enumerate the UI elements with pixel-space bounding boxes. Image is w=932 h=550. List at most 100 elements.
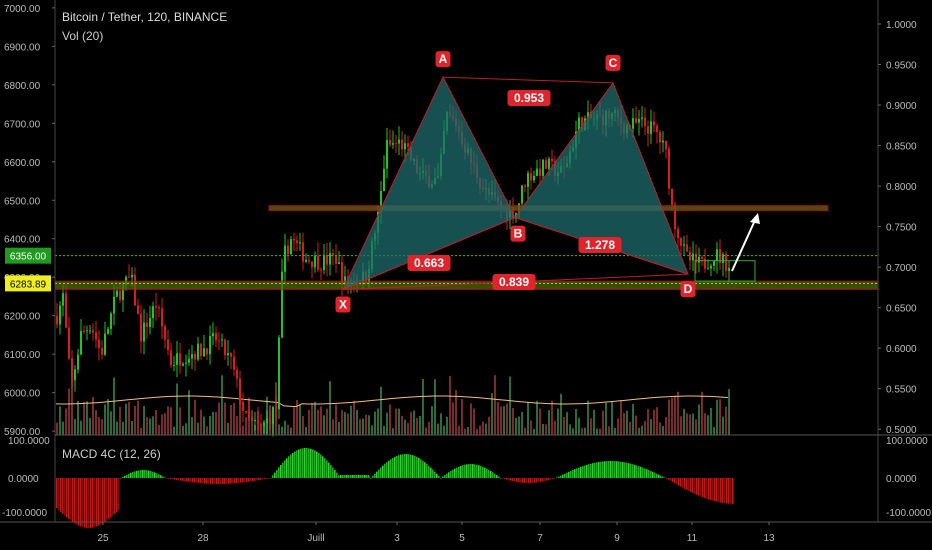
macd-bar [224, 478, 226, 484]
candle-body [242, 401, 244, 411]
macd-bar [104, 478, 106, 523]
macd-tick-label: -100.0000 [886, 508, 931, 519]
macd-bar [250, 478, 252, 482]
price-tick-label: 6400.00 [4, 235, 41, 246]
candle-body [341, 262, 343, 285]
macd-bar [466, 464, 468, 478]
candle-body [134, 274, 136, 306]
macd-bar [344, 475, 346, 478]
macd-bar [154, 472, 156, 478]
candle-body [272, 407, 274, 425]
candle-body [386, 139, 388, 169]
macd-bar [578, 467, 580, 478]
volume-bar [206, 426, 208, 435]
candle-body [152, 306, 154, 319]
macd-bar [638, 466, 640, 478]
macd-bar [158, 474, 160, 478]
volume-bar [500, 406, 502, 435]
macd-bar [492, 472, 494, 478]
macd-bar [342, 475, 344, 478]
macd-bar [730, 478, 732, 504]
macd-bar [166, 478, 168, 479]
volume-bar [680, 416, 682, 435]
volume-bar [452, 402, 454, 435]
macd-bar [376, 471, 378, 478]
macd-bar [378, 469, 380, 478]
volume-bar [122, 421, 124, 435]
volume-bar [299, 404, 301, 435]
macd-bar [312, 449, 314, 478]
volume-bar [188, 390, 190, 435]
macd-bar [444, 475, 446, 478]
macd-bar [548, 478, 550, 480]
volume-bar [191, 417, 193, 435]
macd-bar [462, 465, 464, 478]
macd-bar [694, 478, 696, 494]
volume-bar [707, 415, 709, 435]
macd-tick-label: 0.0000 [886, 474, 917, 485]
volume-bar [530, 420, 532, 435]
macd-bar [170, 478, 172, 479]
candle-body [587, 112, 589, 119]
volume-bar [104, 404, 106, 435]
volume-bar [722, 416, 724, 435]
macd-bar [690, 478, 692, 492]
macd-bar [554, 478, 556, 479]
macd-bar [418, 457, 420, 478]
candle-body [143, 322, 145, 342]
macd-bar [394, 456, 396, 478]
macd-bar [524, 478, 526, 483]
candle-body [551, 158, 553, 162]
ratio-label: 0.953 [514, 91, 544, 105]
macd-bar [164, 477, 166, 478]
macd-bar [230, 478, 232, 484]
volume-bar [536, 400, 538, 435]
candle-body [671, 188, 673, 205]
volume-bar [539, 408, 541, 435]
candle-body [92, 330, 94, 333]
macd-bar [350, 475, 352, 478]
macd-bar [718, 478, 720, 503]
macd-bar [442, 476, 444, 478]
volume-bar [347, 413, 349, 435]
macd-bar [434, 471, 436, 478]
volume-bar [56, 422, 58, 435]
volume-bar [578, 417, 580, 435]
volume-bar [659, 422, 661, 435]
macd-bar [700, 478, 702, 497]
macd-bar [516, 478, 518, 482]
macd-bar [684, 478, 686, 489]
macd-bar [494, 473, 496, 478]
volume-bar [233, 402, 235, 435]
macd-bar [640, 466, 642, 478]
volume-bar [476, 428, 478, 435]
candle-body [71, 358, 73, 381]
macd-bar [296, 450, 298, 478]
volume-bar [125, 403, 127, 435]
volume-bar [470, 403, 472, 435]
volume-bar [83, 401, 85, 435]
candle-body [380, 190, 382, 212]
macd-bar [598, 461, 600, 478]
time-tick-label: 5 [459, 533, 465, 544]
macd-bar [660, 475, 662, 478]
volume-bar [389, 404, 391, 435]
macd-bar [330, 464, 332, 478]
ratio-tick-label: 0.5000 [886, 425, 917, 436]
macd-bar [668, 478, 670, 480]
macd-bar [476, 464, 478, 478]
macd-bar [318, 452, 320, 478]
macd-bar [390, 459, 392, 478]
price-tick-label: 6100.00 [4, 350, 41, 361]
macd-bar [422, 460, 424, 478]
candle-body [668, 148, 670, 189]
volume-bar [572, 428, 574, 435]
macd-bar [712, 478, 714, 501]
candle-body [407, 143, 409, 148]
candle-body [338, 262, 340, 264]
macd-bar [94, 478, 96, 528]
volume-bar [497, 402, 499, 435]
macd-bar [678, 478, 680, 486]
volume-bar [677, 391, 679, 435]
macd-bar [366, 475, 368, 478]
